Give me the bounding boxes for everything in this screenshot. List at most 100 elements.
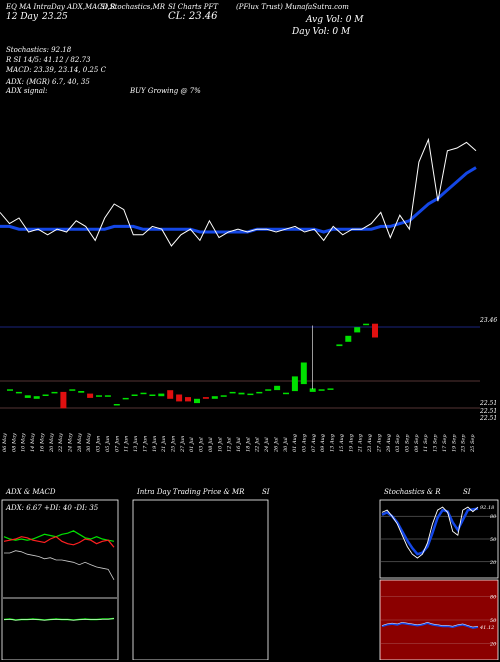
- stoch-tick-50: 50: [490, 537, 497, 543]
- date-label-31: 01 Aug: [292, 434, 298, 452]
- adx-panel-title: ADX & MACD: [5, 488, 56, 496]
- header-close: CL: 23.46: [168, 11, 218, 22]
- candle-13: [122, 397, 129, 400]
- candle-9: [87, 393, 94, 398]
- date-label-35: 13 Aug: [330, 434, 336, 452]
- date-label-38: 21 Aug: [358, 434, 364, 453]
- date-label-13: 11 Jun: [124, 436, 130, 452]
- date-axis: 06 May 08 May 10 May 14 May 16 May 20 May 22 M…: [2, 433, 476, 453]
- rsi-readout: R SI 14/5: 41.12 / 82.73: [5, 56, 91, 64]
- candle-27: [247, 393, 254, 396]
- candle-4: [42, 394, 49, 396]
- indicator-readouts: Stochastics: 92.18 R SI 14/5: 41.12 / 82…: [5, 46, 201, 95]
- rsi-tick-80: 80: [490, 595, 497, 601]
- stochastics-readout: Stochastics: 92.18: [6, 46, 72, 54]
- date-label-4: 16 May: [39, 433, 45, 452]
- stoch-k-line: [381, 506, 479, 559]
- rsi-value-label: 41.12: [479, 625, 494, 631]
- candle-0: [7, 389, 13, 391]
- intraday-title-b: SI: [262, 488, 270, 496]
- candle-26: [238, 392, 245, 395]
- candle-6: [60, 391, 67, 409]
- header: EQ MA IntraDay ADX,MACD,R SI,Stochastics…: [5, 3, 364, 37]
- header-day-value: 23.25: [41, 12, 68, 22]
- adx-panel-frame: [1, 499, 119, 661]
- macd-readout: MACD: 23.39, 23.14, 0.25 C: [5, 66, 107, 74]
- stoch-value-label: 92.18: [480, 505, 494, 511]
- adx-macd-panel: ADX & MACD ADX: 6.67 +DI: 40 -DI: 35: [1, 488, 119, 661]
- adx-line: [4, 550, 115, 580]
- rsi-line-thin: [381, 622, 479, 628]
- header-line1d: (PFlux Trust) MunafaSutra.com: [236, 3, 349, 11]
- rsi-tick-50: 50: [490, 618, 497, 624]
- stoch-title-b: SI: [463, 488, 471, 496]
- candle-25: [229, 391, 236, 394]
- date-label-17: 21 Jun: [161, 436, 167, 453]
- price-label-bottom3: 22.51: [479, 415, 497, 422]
- header-avg-vol: Avg Vol: 0 M: [305, 15, 364, 25]
- candle-15: [140, 392, 147, 395]
- date-label-9: 30 May: [86, 433, 92, 452]
- header-day: 12 Day: [6, 12, 39, 22]
- price-label-bottom2: 22.51: [479, 408, 497, 415]
- price-label-top: 23.46: [479, 317, 497, 324]
- candle-5: [51, 391, 58, 394]
- date-label-40: 27 Aug: [376, 434, 382, 453]
- date-label-1: 08 May: [11, 433, 17, 452]
- date-label-14: 13 Jun: [133, 436, 139, 452]
- candle-33: [300, 362, 307, 385]
- candle-23: [211, 396, 218, 399]
- date-label-49: 23 Sep: [461, 434, 467, 453]
- date-label-41: 29 Aug: [386, 434, 392, 453]
- stoch-lines: 92.18 41.12: [381, 505, 494, 631]
- date-label-20: 01 Jul: [189, 437, 195, 452]
- candle-18: [167, 390, 174, 399]
- ma-line: [0, 166, 477, 234]
- candle-21: [194, 398, 200, 404]
- date-label-37: 19 Aug: [348, 434, 354, 452]
- minus-di-line: [3, 536, 115, 548]
- date-label-43: 05 Sep: [405, 434, 411, 452]
- date-label-26: 18 Jul: [245, 437, 251, 452]
- date-label-12: 07 Jun: [114, 436, 120, 452]
- candle-29: [265, 389, 272, 391]
- header-day-vol: Day Vol: 0 M: [291, 27, 351, 37]
- date-label-42: 03 Sep: [395, 434, 401, 452]
- candle-37: [336, 344, 343, 347]
- stoch-rsi-panel: Stochastics & R SI 80 50 20 80 50 20 92.18 41.…: [379, 488, 499, 661]
- candle-12: [113, 404, 120, 406]
- intraday-frame: [132, 499, 269, 661]
- candle-24: [220, 395, 227, 397]
- candle-3: [33, 396, 40, 399]
- date-label-2: 10 May: [21, 433, 27, 452]
- date-label-8: 28 May: [77, 433, 83, 453]
- date-label-22: 08 Jul: [208, 437, 214, 452]
- candle-panel: 23.46 22.51 22.51 22.51: [0, 317, 497, 422]
- candle-40: [363, 323, 370, 326]
- candle-2: [24, 395, 31, 398]
- candle-22: [202, 397, 209, 399]
- adx-legend: ADX: 6.67 +DI: 40 -DI: 35: [5, 504, 99, 512]
- stoch-d-line: [381, 507, 479, 556]
- date-label-21: 03 Jul: [199, 437, 205, 452]
- adx-lines: [3, 530, 115, 621]
- date-label-25: 16 Jul: [236, 437, 242, 452]
- stoch-grid: 80 50 20 80 50 20: [381, 514, 497, 647]
- price-label-bottom1: 22.51: [479, 400, 497, 407]
- date-label-16: 19 Jun: [152, 436, 158, 452]
- price-ma-lines: [0, 137, 477, 247]
- intraday-title: Intra Day Trading Price & MR: [136, 488, 245, 496]
- candle-8: [78, 391, 85, 393]
- intraday-panel: Intra Day Trading Price & MR SI: [132, 488, 270, 661]
- date-label-36: 15 Aug: [339, 434, 345, 452]
- rsi-line: [381, 622, 479, 629]
- buy-signal: BUY Growing @ 7%: [129, 87, 201, 95]
- date-label-33: 07 Aug: [311, 434, 317, 452]
- candle-14: [131, 394, 138, 396]
- date-label-0: 06 May: [2, 433, 8, 452]
- date-label-30: 30 Jul: [283, 437, 289, 452]
- candle-34: [309, 388, 316, 392]
- date-label-29: 26 Jul: [273, 437, 279, 453]
